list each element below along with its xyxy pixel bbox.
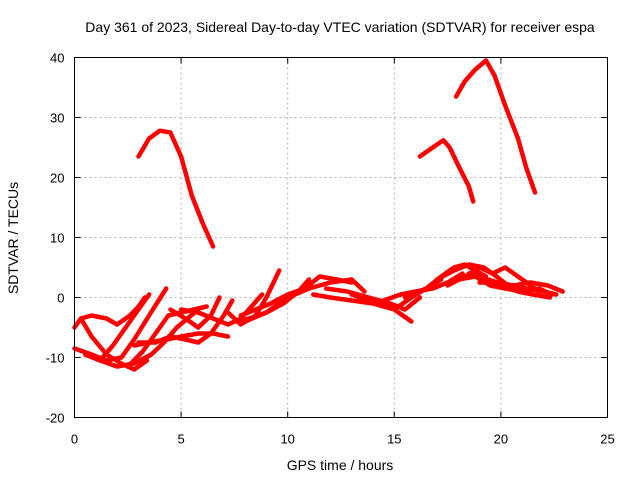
series-arc-27 <box>477 280 565 294</box>
series-arc-2 <box>417 138 476 204</box>
x-axis-label: GPS time / hours <box>287 457 394 473</box>
chart-title: Day 361 of 2023, Sidereal Day-to-day VTE… <box>85 19 595 35</box>
series-arc-6 <box>72 286 169 363</box>
y-tick-label: 40 <box>50 51 64 66</box>
y-tick-label: 30 <box>50 111 64 126</box>
grid <box>74 57 608 418</box>
y-tick-label: -20 <box>46 411 65 426</box>
data-series <box>72 58 565 372</box>
x-tick-label: 5 <box>177 432 184 447</box>
axis-ticks <box>74 57 608 418</box>
series-arc-28 <box>498 283 553 300</box>
x-tick-labels: 0 5 10 15 20 25 <box>71 432 615 447</box>
series-arc-18 <box>311 292 414 324</box>
series-arc-1 <box>136 128 216 249</box>
y-tick-labels: -20 -10 0 10 20 30 40 <box>46 51 65 426</box>
x-tick-label: 0 <box>71 432 78 447</box>
x-tick-label: 20 <box>494 432 508 447</box>
x-tick-label: 15 <box>387 432 401 447</box>
y-tick-label: -10 <box>46 351 65 366</box>
series-arc-7 <box>82 292 152 363</box>
x-tick-label: 25 <box>600 432 614 447</box>
series-arc-21 <box>381 271 465 303</box>
series-arc-17 <box>242 277 367 324</box>
y-tick-label: 0 <box>57 291 64 306</box>
series-arc-12 <box>168 295 222 330</box>
y-tick-label: 10 <box>50 231 64 246</box>
series-arc-13 <box>178 292 265 327</box>
y-axis-label: SDTVAR / TECUs <box>5 182 21 294</box>
y-tick-label: 20 <box>50 171 64 186</box>
series-arc-23 <box>434 262 514 291</box>
x-tick-label: 10 <box>280 432 294 447</box>
series-arc-3 <box>453 58 538 195</box>
series-arc-11 <box>136 298 235 345</box>
